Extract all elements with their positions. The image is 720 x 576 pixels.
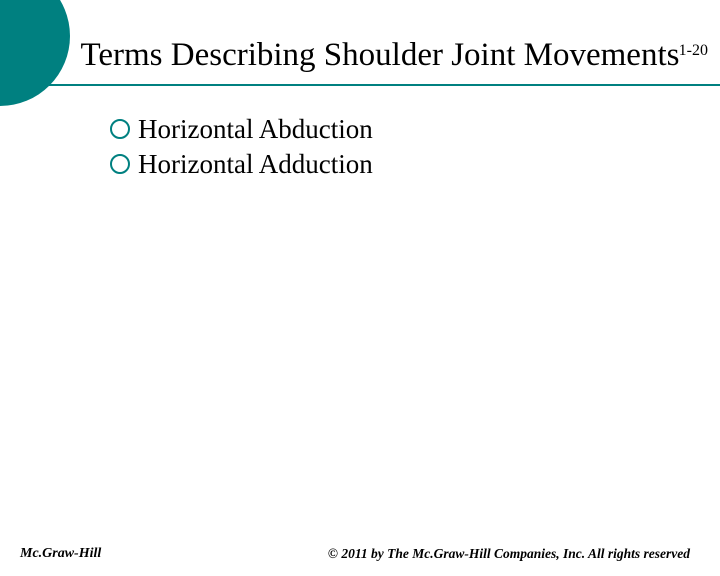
slide-number: 1-20: [679, 42, 708, 60]
corner-decorative-circle: [0, 0, 70, 106]
content-area: Horizontal Abduction Horizontal Adductio…: [110, 114, 720, 180]
bullet-icon: [110, 154, 130, 174]
footer: Mc.Graw-Hill © 2011 by The Mc.Graw-Hill …: [0, 546, 720, 562]
footer-publisher: Mc.Graw-Hill: [20, 546, 101, 562]
title-underline: [0, 84, 720, 86]
bullet-text: Horizontal Abduction: [138, 114, 373, 145]
list-item: Horizontal Adduction: [110, 149, 720, 180]
bullet-icon: [110, 119, 130, 139]
bullet-text: Horizontal Adduction: [138, 149, 373, 180]
footer-copyright: © 2011 by The Mc.Graw-Hill Companies, In…: [328, 546, 690, 562]
list-item: Horizontal Abduction: [110, 114, 720, 145]
slide-title: Terms Describing Shoulder Joint Movement…: [80, 36, 680, 76]
